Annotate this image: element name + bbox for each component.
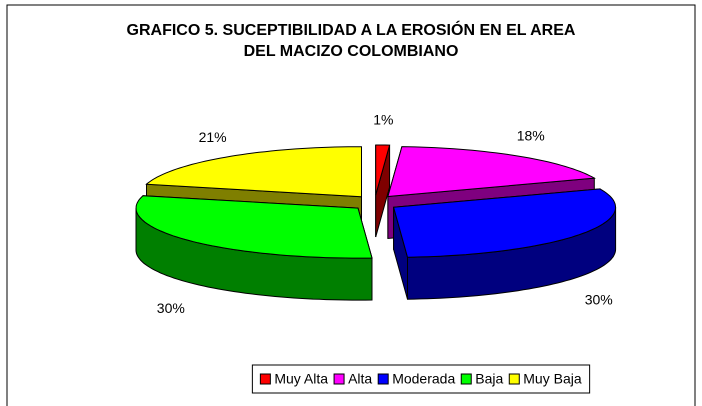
legend-label: Muy Alta [274,371,328,387]
data-label: 1% [373,112,393,128]
legend-swatch [333,373,345,385]
legend-swatch [259,373,271,385]
slice-top [135,195,373,259]
legend-label: Alta [348,371,372,387]
legend-swatch [508,373,520,385]
legend-label: Moderada [392,371,455,387]
pie-slice [375,144,391,238]
legend-swatch [460,373,472,385]
chart-frame [6,4,696,406]
slice-top [392,188,617,258]
chart-title: GRAFICO 5. SUCEPTIBILIDAD A LA EROSIÓN E… [126,22,576,60]
legend-label: Muy Baja [523,371,582,387]
data-label: 30% [585,292,613,308]
data-label: 21% [199,129,227,145]
legend-label: Baja [475,371,503,387]
slice-top [387,146,596,198]
pie-slice [135,195,373,301]
data-label: 18% [517,127,545,143]
data-label: 30% [157,300,185,316]
pie-slice [392,188,617,300]
legend-swatch [377,373,389,385]
slice-top [375,144,391,196]
legend-box [251,364,591,394]
slice-top [145,146,362,198]
